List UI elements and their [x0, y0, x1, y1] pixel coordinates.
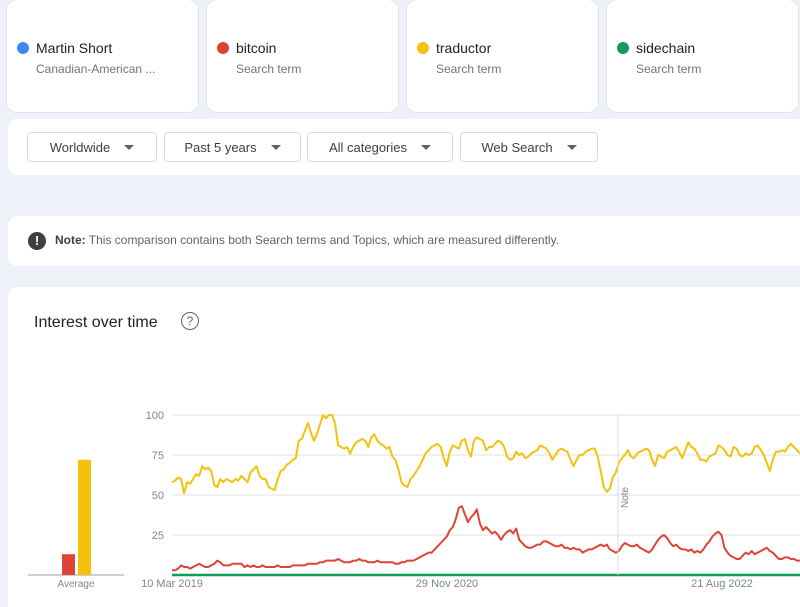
term-name: sidechain	[636, 40, 696, 56]
note-message: This comparison contains both Search ter…	[88, 233, 560, 247]
term-card-traductor[interactable]: traductor Search term	[407, 0, 598, 112]
average-bar-bitcoin	[62, 554, 75, 575]
series-color-dot	[417, 42, 429, 54]
note-marker-label: Note	[620, 486, 631, 508]
exclamation-icon: !	[28, 232, 46, 250]
comparison-note: ! Note: This comparison contains both Se…	[8, 216, 800, 266]
average-bar-traductor	[78, 459, 91, 575]
category-dropdown[interactable]: All categories	[307, 132, 453, 162]
y-tick-label: 25	[152, 530, 164, 542]
series-line-traductor	[171, 414, 800, 495]
term-card-bitcoin[interactable]: bitcoin Search term	[207, 0, 398, 112]
series-color-dot	[17, 42, 29, 54]
y-tick-label: 75	[152, 450, 164, 462]
series-color-dot	[617, 42, 629, 54]
y-tick-label: 100	[146, 410, 164, 422]
term-type: Search term	[236, 62, 302, 76]
term-name: traductor	[436, 40, 492, 56]
caret-down-icon	[566, 144, 577, 150]
time-range-dropdown[interactable]: Past 5 years	[164, 132, 301, 162]
filter-bar: Worldwide Past 5 years All categories We…	[8, 119, 800, 175]
term-card-sidechain[interactable]: sidechain Search term	[607, 0, 798, 112]
panel-title: Interest over time	[34, 314, 158, 331]
term-type: Canadian-American ...	[36, 62, 156, 76]
y-tick-label: 50	[152, 490, 164, 502]
caret-down-icon	[421, 144, 432, 150]
help-icon[interactable]: ?	[181, 312, 199, 330]
term-name: Martin Short	[36, 40, 113, 56]
caret-down-icon	[270, 144, 281, 150]
x-tick-label: 29 Nov 2020	[416, 578, 478, 590]
note-text: Note: This comparison contains both Sear…	[55, 233, 559, 247]
x-tick-label: 21 Aug 2022	[691, 578, 753, 590]
interest-over-time-panel: Interest over time ?	[8, 287, 800, 607]
term-name: bitcoin	[236, 40, 277, 56]
term-type: Search term	[436, 62, 502, 76]
region-dropdown[interactable]: Worldwide	[27, 132, 157, 162]
search-type-label: Web Search	[481, 139, 553, 155]
average-label: Average	[57, 579, 95, 590]
search-type-dropdown[interactable]: Web Search	[460, 132, 598, 162]
series-color-dot	[217, 42, 229, 54]
note-label: Note:	[55, 233, 86, 247]
caret-down-icon	[124, 144, 135, 150]
x-tick-label: 10 Mar 2019	[141, 578, 203, 590]
series-line-bitcoin	[172, 505, 800, 572]
term-card-martin-short[interactable]: Martin Short Canadian-American ...	[7, 0, 198, 112]
category-label: All categories	[328, 139, 408, 155]
region-label: Worldwide	[49, 139, 111, 155]
time-range-label: Past 5 years	[184, 139, 257, 155]
term-type: Search term	[636, 62, 702, 76]
